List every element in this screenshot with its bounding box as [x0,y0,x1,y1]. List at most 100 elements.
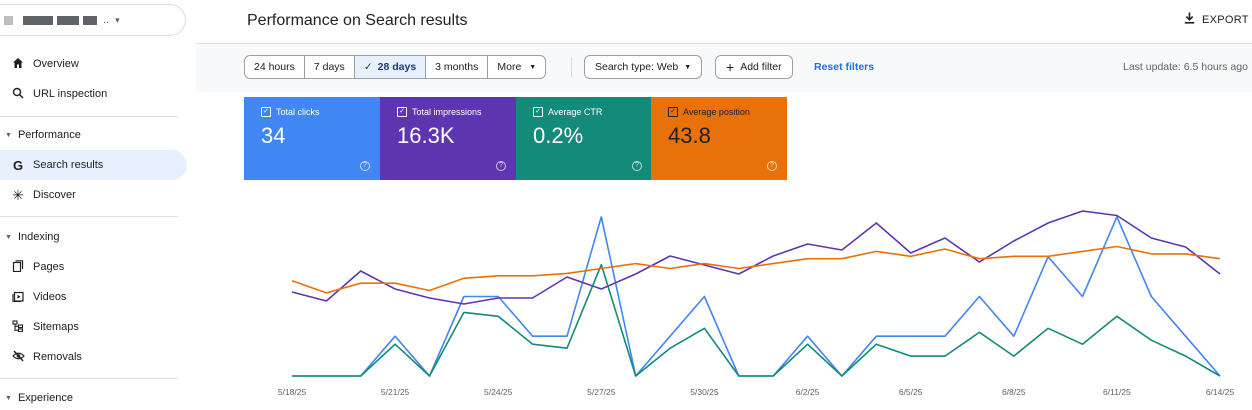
pages-icon [10,259,26,275]
metric-value: 34 [261,123,286,148]
property-favicon [4,15,13,25]
x-tick-label: 5/30/25 [690,387,719,397]
range-24-hours[interactable]: 24 hours [245,56,305,78]
sidebar-item-label: Discover [33,189,76,201]
video-icon [10,290,26,305]
page-title: Performance on Search results [247,12,468,29]
divider [0,216,178,217]
add-filter-label: Add filter [740,61,782,73]
range-28-days[interactable]: ✓ 28 days [354,56,427,78]
sidebar-section-label: Indexing [17,231,60,243]
metric-value: 16.3K [397,123,455,148]
sidebar-item-label: Videos [33,291,67,303]
caret-down-icon: ▼ [684,63,692,71]
checkbox-checked-icon[interactable]: ✓ [668,107,678,117]
series-line-total-clicks [292,216,1221,377]
range-3-months[interactable]: 3 months [426,56,489,78]
last-update-text: Last update: 6.5 hours ago [1123,61,1248,73]
sidebar-item-sitemaps[interactable]: Sitemaps [0,312,187,342]
divider [0,116,178,117]
download-icon [1184,12,1195,27]
property-name-redacted [23,15,53,25]
metric-label: Average CTR [548,107,603,117]
plus-icon: + [726,59,735,75]
divider [0,378,178,379]
metric-value: 0.2% [533,123,584,148]
range-label: 28 days [377,61,417,73]
caret-down-icon: ▼ [529,63,537,71]
search-icon [10,87,26,102]
x-tick-label: 5/21/25 [381,387,410,397]
sidebar-section-label: Performance [17,129,81,141]
property-name-redacted [57,15,79,25]
search-type-label: Search type: Web [595,61,679,73]
sidebar-item-label: Overview [33,58,79,70]
range-label: More [497,61,522,73]
x-tick-label: 6/8/25 [1002,387,1026,397]
x-tick-label: 5/18/25 [278,387,307,397]
property-ellipsis: .. [103,14,110,26]
page-header: Performance on Search results EXPORT [196,0,1252,44]
sidebar-item-label: Search results [33,159,104,171]
sidebar-item-search-results[interactable]: G Search results [0,150,187,180]
collapse-triangle-icon: ▼ [5,233,12,241]
collapse-triangle-icon: ▼ [5,394,12,402]
x-tick-label: 6/14/25 [1206,387,1235,397]
range-7-days[interactable]: 7 days [305,56,355,78]
x-tick-label: 5/27/25 [587,387,616,397]
google-g-icon: G [12,157,24,173]
sidebar-item-label: Pages [33,261,65,273]
checkbox-checked-icon[interactable]: ✓ [533,107,543,117]
property-selector[interactable]: .. ▾ [0,4,186,36]
sidebar-item-label: Removals [33,351,82,363]
reset-filters-link[interactable]: Reset filters [814,61,875,73]
toolbar-divider [571,57,572,77]
sitemap-icon [10,319,26,335]
help-icon[interactable]: ? [496,161,506,171]
x-tick-label: 6/5/25 [899,387,923,397]
checkbox-checked-icon[interactable]: ✓ [261,107,271,117]
help-icon[interactable]: ? [632,161,642,171]
metric-value: 43.8 [668,123,711,148]
add-filter-button[interactable]: + Add filter [715,55,793,79]
help-icon[interactable]: ? [360,161,370,171]
performance-chart: 5/18/25 5/21/25 5/24/25 5/27/25 5/30/25 6/2/2… [278,210,1235,397]
metric-label: Total clicks [276,107,320,117]
series-line-average-ctr [292,263,1221,377]
sidebar-item-overview[interactable]: Overview [0,49,187,79]
sidebar-section-performance[interactable]: ▼ Performance [0,123,187,147]
sidebar-section-experience[interactable]: ▼ Experience [0,386,187,410]
help-icon[interactable]: ? [767,161,777,171]
metric-card-total-impressions[interactable]: ✓ Total impressions 16.3K ? [380,97,516,180]
export-button[interactable]: EXPORT [1184,12,1249,27]
sidebar-item-url-inspection[interactable]: URL inspection [0,79,187,109]
range-more-dropdown[interactable]: More ▼ [488,56,545,78]
home-icon [10,57,26,72]
chevron-down-icon: ▾ [115,14,120,25]
sidebar-item-videos[interactable]: Videos [0,282,187,312]
sidebar-item-pages[interactable]: Pages [0,252,187,282]
asterisk-icon: ✳ [12,186,24,203]
metric-card-average-position[interactable]: ✓ Average position 43.8 ? [651,97,787,180]
sidebar-item-discover[interactable]: ✳ Discover [0,180,187,210]
sidebar-item-label: Sitemaps [33,321,79,333]
date-range-selector: 24 hours 7 days ✓ 28 days 3 months More … [244,55,547,79]
x-tick-label: 5/24/25 [484,387,513,397]
sidebar-section-indexing[interactable]: ▼ Indexing [0,225,187,249]
check-icon: ✓ [363,61,373,73]
export-label: EXPORT [1202,13,1249,26]
checkbox-checked-icon[interactable]: ✓ [397,107,407,117]
metric-card-total-clicks[interactable]: ✓ Total clicks 34 ? [244,97,380,180]
filter-toolbar: 24 hours 7 days ✓ 28 days 3 months More … [196,44,1252,92]
sidebar-section-label: Experience [17,392,73,404]
metric-card-average-ctr[interactable]: ✓ Average CTR 0.2% ? [516,97,652,180]
sidebar-item-label: URL inspection [33,88,108,100]
metric-label: Average position [683,107,750,117]
search-type-dropdown[interactable]: Search type: Web ▼ [584,55,703,79]
sidebar-item-removals[interactable]: Removals [0,342,187,372]
eye-off-icon [10,350,26,365]
collapse-triangle-icon: ▼ [5,131,12,139]
main-content: Performance on Search results EXPORT 24 … [196,0,1252,404]
metric-label: Total impressions [412,107,482,117]
series-line-total-impressions [291,210,1221,305]
